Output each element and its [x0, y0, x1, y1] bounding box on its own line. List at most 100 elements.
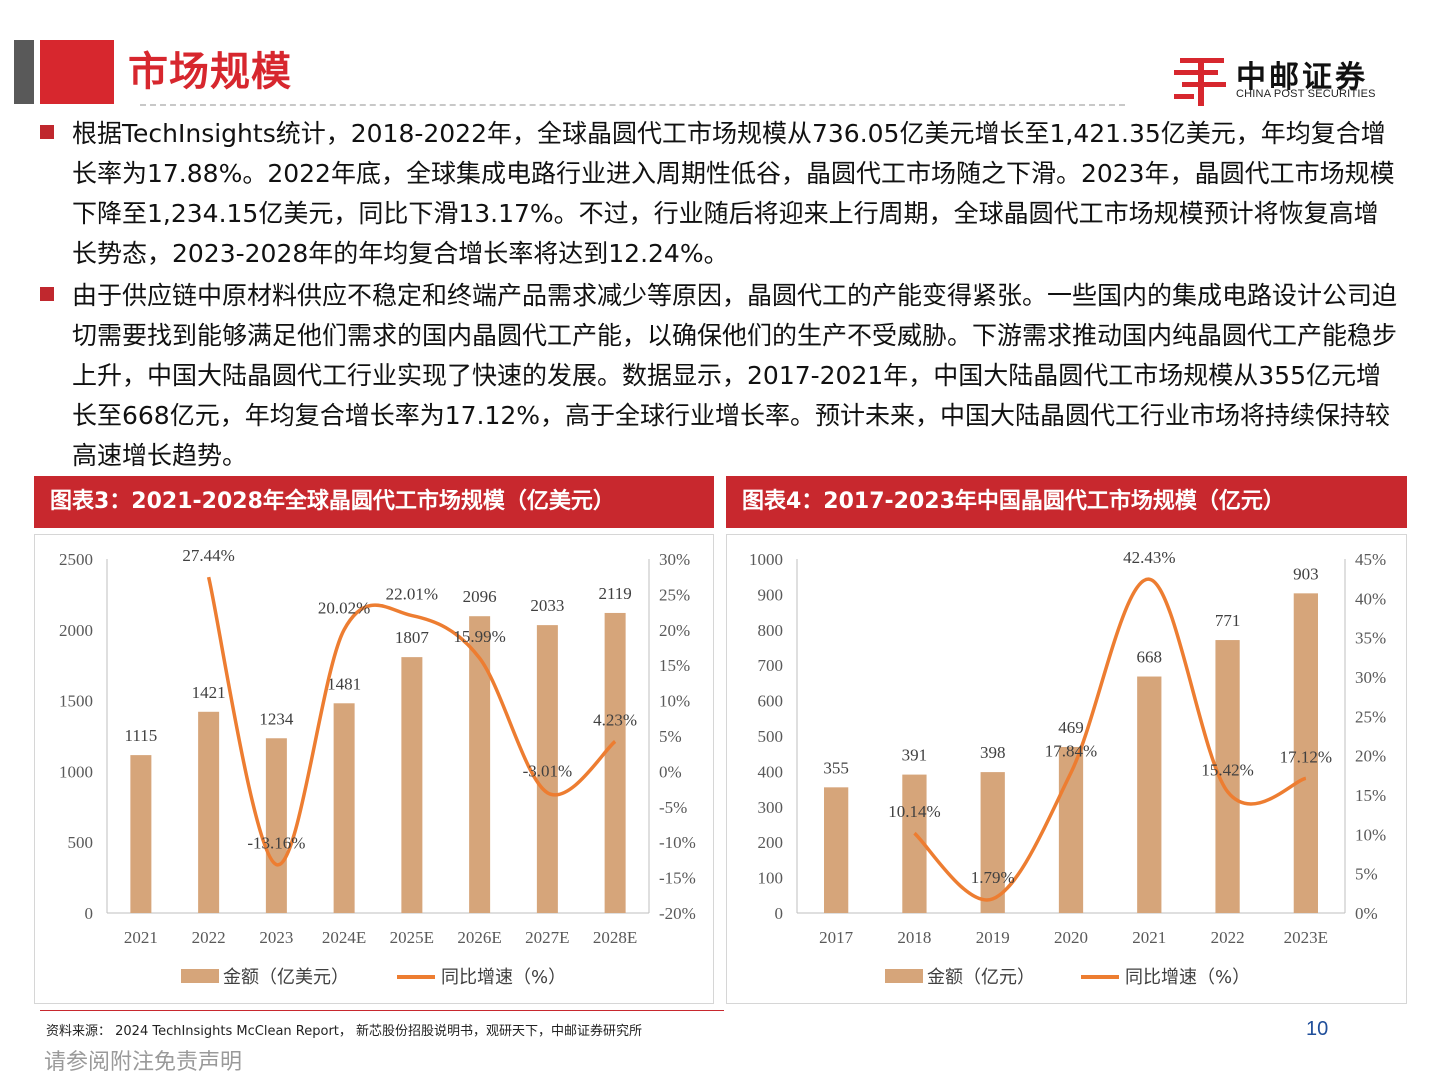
chart-3-x-tick: 2024E: [322, 928, 366, 947]
chart-3-y-right-tick: 0%: [659, 762, 682, 781]
chart-3-bar-label: 2033: [530, 596, 564, 615]
chart-4-growth-label: 1.79%: [971, 868, 1015, 887]
chart-3-panel: 0 500 1000 1500 2000 2500 -20% -15% -10% -5% 0% 5% 1…: [34, 534, 714, 1004]
disclaimer-link[interactable]: 请参阅附注免责声明: [44, 1050, 243, 1075]
chart-4-y-left-tick: 0: [775, 904, 784, 923]
chart-3-bar-label: 2119: [598, 584, 631, 603]
chart-3-y-left-tick: 0: [85, 904, 94, 923]
chart-4-y-left-tick: 900: [758, 585, 784, 604]
chart-3-y-right-tick: -10%: [659, 833, 696, 852]
chart-4-y-left-tick: 600: [758, 692, 784, 711]
chart-3-y-right-tick: 20%: [659, 621, 690, 640]
chart-3-y-left-tick: 2000: [59, 621, 93, 640]
chart-3-bar: [198, 711, 220, 913]
chart-4-bar: [980, 772, 1005, 913]
chart-4-bar: [1293, 593, 1318, 913]
chart-4-growth-label: 15.42%: [1201, 761, 1253, 780]
chart-4-y-left-tick: 100: [758, 869, 784, 888]
chart-3-bar: [333, 703, 355, 913]
chart-4-y-right-tick: 30%: [1355, 668, 1386, 687]
chart-4-legend-bar-label: 金额（亿元）: [927, 967, 1035, 988]
chart-4-y-right-tick: 0%: [1355, 904, 1378, 923]
chart-4-bar-label: 771: [1215, 611, 1241, 630]
chart-4-x-tick: 2018: [897, 928, 931, 947]
chart-4-legend-line-label: 同比增速（%）: [1125, 967, 1250, 988]
chart-4-title: 图表4：2017-2023年中国晶圆代工市场规模（亿元）: [726, 476, 1407, 528]
chart-4-y-right-tick: 10%: [1355, 825, 1386, 844]
chart-3-legend-bar-swatch: [181, 969, 219, 983]
chart-3-bar-label: 1421: [192, 683, 226, 702]
chart-3-x-tick: 2023: [259, 928, 293, 947]
chart-3-y-left-tick: 500: [68, 833, 94, 852]
title-divider: [140, 104, 1125, 106]
chart-4-y-left-tick: 500: [758, 727, 784, 746]
chart-4-legend-bar-swatch: [885, 969, 923, 983]
chart-3-x-tick: 2027E: [525, 928, 569, 947]
chart-3-bar-label: 1234: [259, 709, 294, 728]
bullet-paragraph-2: 由于供应链中原材料供应不稳定和终端产品需求减少等原因，晶圆代工的产能变得紧张。一…: [72, 281, 1398, 470]
chart-3-x-tick: 2028E: [593, 928, 637, 947]
chart-3-bar-label: 1807: [395, 628, 430, 647]
chart-4-y-right-tick: 45%: [1355, 550, 1386, 569]
chart-3-bar-label: 1115: [125, 726, 158, 745]
chart-3-bar: [469, 616, 491, 913]
chart-4-x-tick: 2020: [1054, 928, 1088, 947]
chart-3-bar-label: 2096: [463, 587, 497, 606]
chart-3-x-tick: 2025E: [390, 928, 434, 947]
chart-3-bar-label: 1481: [327, 674, 361, 693]
chart-4-x-tick: 2017: [819, 928, 854, 947]
chart-4-y-left-tick: 1000: [749, 550, 783, 569]
chart-3-y-right-tick: -15%: [659, 869, 696, 888]
chart-4-x-tick: 2022: [1211, 928, 1245, 947]
chart-3-legend-bar-label: 金额（亿美元）: [223, 967, 349, 988]
chart-3-y-right-tick: 25%: [659, 585, 690, 604]
chart-3-x-tick: 2026E: [457, 928, 501, 947]
chart-4-y-right-tick: 40%: [1355, 589, 1386, 608]
logo-chinese-name: 中邮证券: [1236, 60, 1368, 95]
logo-english-name: CHINA POST SECURITIES: [1236, 88, 1376, 100]
chart-4-bar-label: 391: [902, 746, 928, 765]
chart-4-y-right-tick: 35%: [1355, 629, 1386, 648]
chart-3-y-right-tick: -20%: [659, 904, 696, 923]
chart-4-growth-label: 10.14%: [888, 802, 940, 821]
source-divider: [40, 1010, 724, 1011]
chart-4-bar-label: 398: [980, 743, 1006, 762]
chart-4-growth-label: 42.43%: [1123, 548, 1175, 567]
chart-3-bar: [130, 755, 152, 913]
chart-3-y-right-tick: -5%: [659, 798, 687, 817]
chart-3-growth-label: 4.23%: [593, 710, 637, 729]
chart-4-bar: [824, 787, 849, 913]
chart-3-bar: [401, 657, 423, 913]
bullet-marker-1: [40, 125, 54, 139]
chart-3-title: 图表3：2021-2028年全球晶圆代工市场规模（亿美元）: [34, 476, 714, 528]
company-logo: 中邮证券 CHINA POST SECURITIES: [1170, 50, 1420, 110]
chart-3-y-right-tick: 15%: [659, 656, 690, 675]
bullet-paragraph-1: 根据TechInsights统计，2018-2022年，全球晶圆代工市场规模从7…: [72, 119, 1395, 268]
chart-4-y-right-tick: 20%: [1355, 747, 1386, 766]
chart-4-y-left-tick: 400: [758, 762, 784, 781]
chart-3-legend-line-label: 同比增速（%）: [441, 967, 566, 988]
page-title: 市场规模: [128, 49, 292, 95]
chart-4-bar-label: 355: [823, 758, 849, 777]
chart-3-growth-label: 22.01%: [386, 585, 438, 604]
chart-4-bar-label: 903: [1293, 564, 1319, 583]
chart-4-y-right-tick: 15%: [1355, 786, 1386, 805]
chart-4-bar-label: 469: [1058, 718, 1084, 737]
chart-4-x-tick: 2023E: [1284, 928, 1328, 947]
chart-4-y-left-tick: 300: [758, 798, 784, 817]
chart-3-y-left-tick: 1500: [59, 692, 93, 711]
chart-3-y-right-tick: 5%: [659, 727, 682, 746]
chart-3-growth-label: -3.01%: [523, 762, 573, 781]
chart-3-x-tick: 2022: [192, 928, 226, 947]
chart-4-x-tick: 2021: [1132, 928, 1166, 947]
chart-3-bar: [536, 625, 558, 913]
chart-3-y-left-tick: 1000: [59, 762, 93, 781]
title-accent-gray: [14, 40, 34, 104]
chart-4-bar-label: 668: [1137, 648, 1163, 667]
chart-3-y-left-tick: 2500: [59, 550, 93, 569]
bullet-marker-2: [40, 287, 54, 301]
chart-3-growth-label: 27.44%: [182, 546, 234, 565]
chart-4-y-right-tick: 5%: [1355, 865, 1378, 884]
chart-3-y-right-tick: 30%: [659, 550, 690, 569]
chart-4-panel: 0 100 200 300 400 500 600 700 800 900 1000 0% 5% 10% 1…: [726, 534, 1407, 1004]
